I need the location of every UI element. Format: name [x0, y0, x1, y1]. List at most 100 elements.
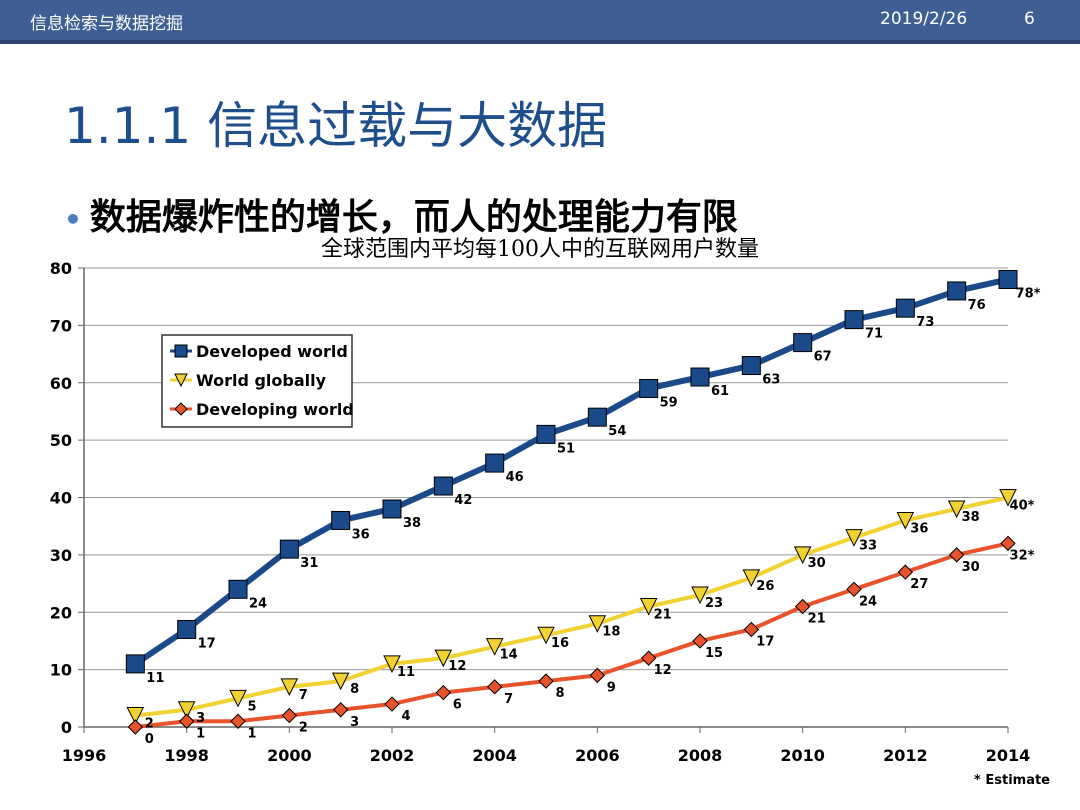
data-label: 54: [608, 424, 626, 439]
course-title: 信息检索与数据挖掘: [30, 14, 183, 34]
data-point: [794, 598, 811, 615]
y-tick-label: 20: [50, 603, 72, 622]
data-point: [384, 696, 400, 712]
data-label: 42: [454, 493, 472, 508]
estimate-note: * Estimate: [974, 773, 1050, 788]
data-label: 32*: [1010, 548, 1035, 563]
data-point: [846, 581, 862, 598]
legend-box: [161, 334, 353, 428]
data-point: [895, 298, 915, 318]
data-point: [485, 453, 505, 473]
data-label: 18: [602, 625, 620, 640]
legend-label: Developing world: [196, 400, 354, 419]
data-point: [947, 500, 966, 519]
data-label: 40*: [1010, 499, 1035, 514]
data-label: 4: [401, 709, 410, 724]
x-tick-label: 2012: [883, 746, 928, 765]
data-label: 0: [145, 732, 154, 747]
data-point: [331, 510, 351, 530]
data-label: 30: [808, 556, 826, 571]
bullet-dot-icon: •: [64, 202, 82, 236]
x-tick-label: 2010: [780, 746, 825, 765]
internet-users-chart: 全球范围内平均每100人中的互联网用户数量0102030405060708019…: [50, 237, 1050, 788]
data-point: [383, 655, 401, 674]
data-point: [279, 539, 299, 559]
data-label: 14: [500, 648, 518, 663]
data-label: 17: [198, 636, 216, 651]
data-label: 15: [705, 646, 723, 661]
series-line: [135, 495, 1009, 718]
header-bar: 信息检索与数据挖掘 2019/2/26 6: [0, 0, 1080, 40]
data-point: [743, 621, 760, 638]
data-point: [999, 489, 1017, 507]
data-label: 78*: [1016, 286, 1041, 301]
data-label: 12: [448, 659, 466, 674]
data-label: 76: [968, 298, 986, 313]
data-point: [177, 701, 196, 719]
data-label: 27: [910, 577, 928, 592]
data-label: 1: [196, 726, 205, 741]
y-tick-label: 80: [50, 259, 72, 278]
x-tick-label: 2002: [370, 746, 415, 765]
data-label: 61: [711, 384, 729, 399]
data-point: [433, 476, 453, 496]
data-point: [434, 649, 453, 668]
data-label: 31: [300, 556, 318, 571]
data-label: 36: [352, 527, 370, 542]
series-line: [135, 541, 1009, 729]
legend-swatch-marker: [174, 373, 188, 388]
y-tick-label: 70: [50, 316, 72, 335]
page-number: 6: [1024, 9, 1035, 29]
data-label: 11: [397, 665, 415, 680]
data-label: 7: [299, 688, 308, 703]
data-point: [280, 678, 299, 696]
data-label: 73: [916, 315, 934, 330]
y-tick-label: 40: [50, 489, 72, 508]
x-tick-label: 1996: [62, 746, 107, 765]
data-label: 3: [350, 715, 359, 730]
data-point: [640, 650, 657, 666]
data-label: 12: [654, 663, 672, 678]
data-label: 21: [654, 608, 672, 623]
chart-title: 全球范围内平均每100人中的互联网用户数量: [321, 237, 759, 262]
data-point: [127, 719, 144, 735]
slide-date: 2019/2/26: [880, 9, 968, 29]
data-point: [382, 499, 402, 519]
slide-title: 1.1.1 信息过载与大数据: [64, 97, 608, 155]
data-label: 24: [249, 596, 267, 611]
x-tick-label: 2006: [575, 746, 620, 765]
data-label: 5: [247, 699, 256, 714]
data-point: [435, 684, 452, 701]
data-point: [177, 619, 197, 639]
data-point: [998, 269, 1018, 289]
data-point: [845, 529, 863, 547]
x-tick-label: 2004: [472, 746, 517, 765]
legend-label: World globally: [196, 371, 327, 390]
data-point: [126, 707, 145, 725]
data-label: 59: [660, 395, 678, 410]
data-point: [1000, 535, 1016, 552]
data-label: 6: [453, 698, 462, 713]
data-point: [538, 673, 554, 689]
data-point: [691, 586, 709, 605]
data-label: 1: [247, 726, 256, 741]
y-tick-label: 60: [50, 374, 72, 393]
data-point: [692, 633, 708, 649]
data-point: [486, 679, 503, 695]
data-point: [125, 654, 145, 674]
data-point: [948, 547, 965, 563]
data-label: 21: [808, 612, 826, 627]
x-tick-label: 2000: [267, 746, 312, 765]
data-point: [639, 598, 658, 616]
data-label: 16: [551, 636, 569, 651]
data-label: 38: [962, 510, 980, 525]
data-label: 8: [555, 686, 564, 701]
data-label: 7: [504, 692, 513, 707]
data-point: [741, 356, 761, 376]
data-point: [485, 638, 504, 656]
header-divider: [0, 40, 1080, 44]
data-point: [639, 378, 659, 398]
bullet-point: • 数据爆炸性的增长，而人的处理能力有限: [64, 188, 738, 240]
x-tick-label: 1998: [164, 746, 209, 765]
data-label: 26: [756, 579, 774, 594]
